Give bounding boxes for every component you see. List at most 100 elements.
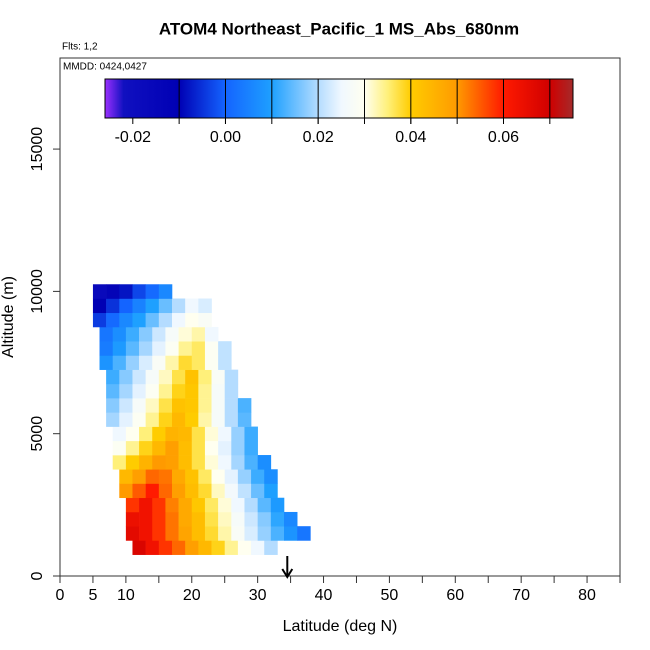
heatmap-cell [191, 497, 206, 513]
heatmap-cell [132, 398, 146, 413]
heatmap-cell [145, 469, 160, 484]
x-tick-label: 20 [183, 587, 201, 604]
heatmap-cell [224, 412, 239, 427]
heatmap-cell [172, 398, 186, 413]
heatmap-cell [158, 284, 173, 299]
heatmap-cell [172, 540, 186, 555]
heatmap-cell [191, 440, 206, 456]
heatmap-cell [211, 469, 226, 484]
heatmap-cell [139, 326, 153, 342]
heatmap-cell [257, 455, 272, 470]
heatmap-cell [106, 312, 120, 328]
heatmap-cell [112, 455, 127, 470]
dates-note: MMDD: 0424,0427 [63, 62, 147, 73]
heatmap-cell [152, 526, 166, 541]
heatmap-cell [198, 469, 212, 484]
heatmap-cell [218, 341, 232, 356]
heatmap-cell [99, 326, 114, 342]
heatmap-cell [211, 369, 226, 385]
heatmap-cell [139, 440, 153, 456]
heatmap-cell [185, 312, 199, 328]
heatmap-cell [191, 326, 206, 342]
heatmap-cell [251, 540, 265, 555]
heatmap-cell [172, 298, 186, 314]
heatmap-cell [132, 469, 146, 484]
heatmap-cell [198, 540, 212, 555]
heatmap-cell [211, 483, 226, 499]
heatmap-cell [112, 326, 127, 342]
heatmap-cell [119, 383, 133, 399]
x-tick-label: 60 [446, 587, 464, 604]
heatmap-cell [152, 355, 166, 370]
heatmap-cell [158, 369, 173, 385]
heatmap-cell [178, 497, 193, 513]
heatmap-cell [132, 284, 146, 299]
heatmap-cell [152, 440, 166, 456]
flights-note: Flts: 1,2 [62, 42, 98, 53]
heatmap-cell [237, 412, 252, 427]
heatmap-cell [191, 426, 206, 442]
heatmap-cell [106, 398, 120, 413]
x-tick-label: 5 [88, 587, 97, 604]
heatmap-cell [264, 469, 278, 484]
heatmap-cell [218, 526, 232, 541]
heatmap-cell [152, 497, 166, 513]
heatmap-cell [132, 383, 146, 399]
heatmap-cell [125, 326, 140, 342]
heatmap-cell [165, 440, 179, 456]
heatmap-cell [204, 440, 219, 456]
heatmap-cell [165, 355, 179, 370]
heatmap-cell [125, 497, 140, 513]
heatmap-cell [185, 540, 199, 555]
heatmap-cell [152, 455, 166, 470]
heatmap-cell [112, 426, 127, 442]
heatmap-cell [264, 483, 278, 499]
location-arrow-head [281, 568, 294, 579]
heatmap-cell [231, 426, 245, 442]
heatmap-cell [92, 298, 107, 314]
heatmap-cell [198, 312, 212, 328]
heatmap-cell [158, 298, 173, 314]
x-tick-label: 10 [117, 587, 135, 604]
heatmap-cell [119, 469, 133, 484]
heatmap-cell [251, 483, 265, 499]
heatmap-cell [158, 412, 173, 427]
heatmap-cell [172, 383, 186, 399]
heatmap-cell [125, 426, 140, 442]
heatmap-cell [112, 440, 127, 456]
heatmap-cell [218, 511, 232, 527]
heatmap-cell [218, 455, 232, 470]
heatmap-cell [204, 511, 219, 527]
heatmap-cell [132, 483, 146, 499]
x-tick-label: 0 [56, 587, 65, 604]
heatmap-cell [145, 312, 160, 328]
chart-title: ATOM4 Northeast_Pacific_1 MS_Abs_680nm [159, 19, 519, 38]
x-tick-label: 80 [578, 587, 596, 604]
heatmap-cell [165, 326, 179, 342]
heatmap-cell [158, 469, 173, 484]
colorbar-tick-label: -0.02 [115, 129, 152, 146]
heatmap-cell [270, 511, 285, 527]
heatmap-cell [139, 341, 153, 356]
heatmap-cell [125, 440, 140, 456]
heatmap-cell [132, 540, 146, 555]
x-tick-label: 70 [512, 587, 530, 604]
heatmap-cell [211, 383, 226, 399]
heatmap-cell [185, 412, 199, 427]
x-axis-label: Latitude (deg N) [283, 618, 398, 635]
x-tick-label: 40 [315, 587, 333, 604]
heatmap-cell [139, 426, 153, 442]
heatmap-cell [178, 455, 193, 470]
heatmap-cell [145, 412, 160, 427]
heatmap-cell [218, 355, 232, 370]
heatmap-cell [139, 455, 153, 470]
heatmap-cell [178, 341, 193, 356]
heatmap-cell [119, 298, 133, 314]
heatmap-cell [224, 540, 239, 555]
heatmap-cell [139, 497, 153, 513]
heatmap-cell [145, 483, 160, 499]
heatmap-cell [237, 398, 252, 413]
heatmap-cell [198, 412, 212, 427]
heatmap-cell [139, 511, 153, 527]
heatmap-cell [172, 483, 186, 499]
